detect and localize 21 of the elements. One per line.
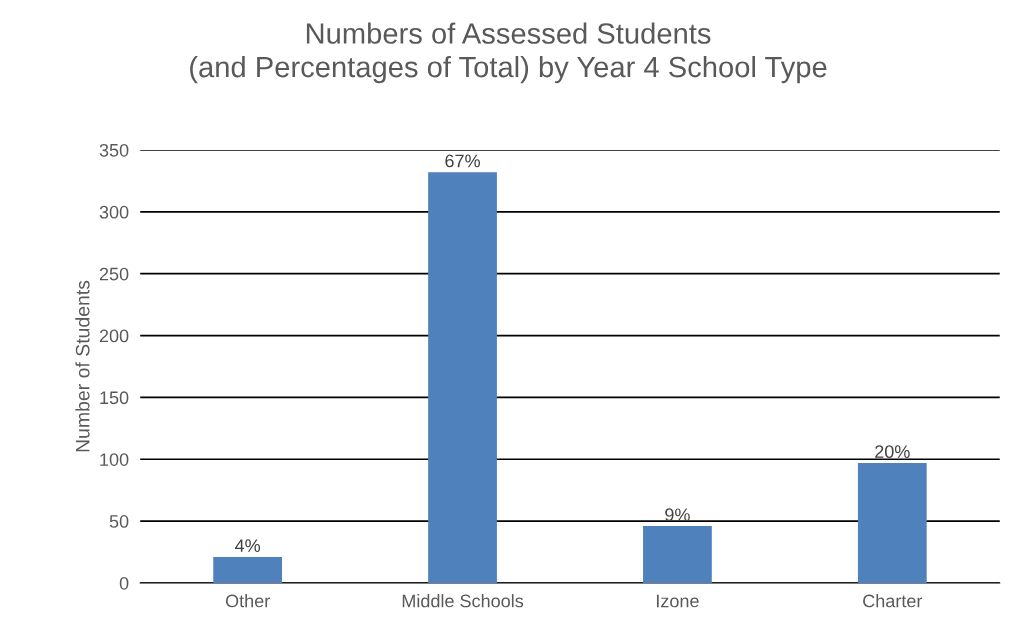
bar (213, 557, 283, 583)
y-tick-label: 150 (100, 391, 129, 405)
y-axis-title: Number of Students (75, 280, 90, 452)
y-tick-label: 300 (99, 205, 129, 219)
x-tick-label: Charter (863, 594, 923, 608)
bar (643, 526, 712, 583)
x-tick-label: Other (225, 594, 270, 608)
annotation: 20% (875, 445, 910, 459)
bar (428, 172, 497, 583)
y-tick-label: 50 (109, 515, 129, 528)
bar (857, 462, 927, 583)
x-tick-label: Middle Schools (402, 594, 524, 608)
y-tick-label: 250 (99, 267, 129, 281)
annotation: 4% (235, 539, 261, 552)
annotation: 67% (445, 154, 480, 168)
chart-title: Numbers of Assessed Students (and Percentages of Total) by Year 4 School Type (190, 22, 827, 84)
y-tick-label: 200 (99, 329, 129, 343)
y-tick-label: 0 (119, 576, 129, 590)
y-tick-label: 350 (99, 143, 129, 157)
y-tick-label: 100 (100, 453, 129, 466)
x-tick-label: Izone (657, 594, 699, 608)
